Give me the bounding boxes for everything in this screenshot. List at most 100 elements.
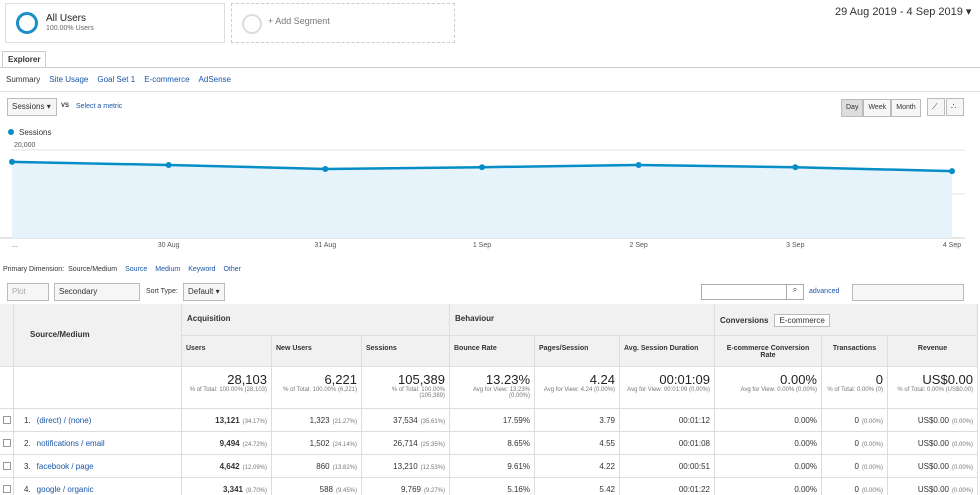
select-metric[interactable]: Select a metric [76, 103, 123, 110]
subtab[interactable]: Goal Set 1 [97, 75, 136, 84]
advanced[interactable]: advanced [809, 288, 840, 295]
column-header: Sessions [362, 336, 450, 367]
segment-name: All Users [46, 13, 87, 24]
cell-value: 0 [854, 485, 859, 494]
metric-select[interactable]: Sessions ▾ [7, 98, 57, 116]
add-segment[interactable]: + Add Segment [231, 3, 455, 43]
column-label[interactable]: New Users [276, 345, 312, 352]
dimension-option[interactable]: Medium [155, 266, 181, 273]
column-header: Revenue [888, 336, 978, 367]
dimension-option[interactable]: Source/Medium [68, 266, 118, 273]
cell-value: 9,769 [400, 485, 421, 494]
date-range[interactable]: 29 Aug 2019 - 4 Sep 2019 ▾ [835, 6, 972, 18]
search-button[interactable]: ⌕ [786, 284, 804, 300]
tab[interactable]: Explorer [2, 51, 47, 67]
subtab[interactable]: AdSense [198, 75, 231, 84]
totals-cell: 13.23% Avg for View: 13.23% (0.00%) [450, 367, 535, 409]
cell-value: 4.55 [599, 439, 615, 448]
cell-percent: (0.00%) [861, 465, 883, 471]
cell-value: 4.22 [599, 462, 615, 471]
group-header: Acquisition [182, 304, 450, 336]
cell-percent: (13.82%) [332, 465, 357, 471]
metric-select-text: Sessions [12, 102, 45, 111]
column-header: Transactions [822, 336, 888, 367]
row-index: 2. [24, 439, 31, 448]
column-label[interactable]: Transactions [832, 345, 877, 352]
tab-rule [0, 67, 980, 68]
cell-value: 13,210 [393, 462, 418, 471]
row-cell: 0.00% [715, 409, 822, 432]
group-header: Conversions E-commerce [715, 304, 978, 336]
sort-type-label: Sort Type: [146, 288, 178, 295]
period-button[interactable]: Day [841, 99, 864, 117]
motion-chart-button[interactable]: ∴ [946, 98, 964, 116]
row-name[interactable]: notifications / email [36, 439, 105, 448]
checkbox-header [0, 304, 14, 367]
line-chart-button[interactable]: ⟋ [927, 98, 945, 116]
column-label[interactable]: Users [186, 345, 206, 352]
subtab[interactable]: Site Usage [49, 75, 89, 84]
cell-value: 13,121 [215, 416, 240, 425]
row-name[interactable]: facebook / page [36, 462, 94, 471]
secondary-dimension[interactable]: Secondary dimension ▾ [54, 283, 140, 312]
x-tick-label: 4 Sep [943, 242, 961, 249]
y-tick-label: 20,000 [14, 142, 36, 149]
row-cell: 13,121 (34.17%) [182, 409, 272, 432]
total-note: % of Total: 0.00% (US$0.00) [897, 387, 973, 393]
totals-check [0, 367, 14, 409]
cell-value: 0.00% [794, 439, 817, 448]
x-tick-label: 30 Aug [158, 242, 180, 249]
cell-percent: (0.00%) [861, 488, 883, 494]
column-label[interactable]: Sessions [366, 345, 397, 352]
view-buttons[interactable] [852, 284, 964, 301]
cell-value: US$0.00 [917, 416, 949, 425]
cell-value: 5.42 [599, 485, 615, 494]
row-cell: 37,534 (35.61%) [362, 409, 450, 432]
column-label[interactable]: E-commerce Conversion Rate [726, 345, 810, 359]
cell-value: 17.59% [502, 416, 530, 425]
add-segment-label: + Add Segment [268, 16, 330, 26]
checkbox[interactable] [3, 439, 11, 447]
cell-percent: (35.61%) [420, 419, 445, 425]
column-label[interactable]: Pages/Session [539, 345, 589, 352]
group-label: Acquisition [187, 314, 231, 323]
dimension-header: Source/Medium [14, 304, 182, 367]
period-button[interactable]: Month [891, 99, 921, 117]
conversion-select[interactable]: E-commerce [774, 314, 830, 327]
column-label[interactable]: Avg. Session Duration [624, 345, 699, 352]
cell-value: US$0.00 [917, 485, 949, 494]
column-label[interactable]: Bounce Rate [454, 345, 497, 352]
row-cell: 1,502 (24.14%) [272, 432, 362, 455]
checkbox[interactable] [3, 485, 11, 493]
cell-percent: (25.35%) [420, 442, 445, 448]
cell-value: 00:01:22 [678, 485, 710, 494]
row-name[interactable]: google / organic [36, 485, 94, 494]
segment-icon [16, 12, 38, 34]
row-dimension: 1. (direct) / (none) [14, 409, 182, 432]
column-label[interactable]: Revenue [917, 345, 948, 352]
cell-value: 00:01:08 [678, 439, 710, 448]
row-name[interactable]: (direct) / (none) [36, 416, 92, 425]
dimension-option[interactable]: Other [223, 266, 241, 273]
dimension-option[interactable]: Keyword [188, 266, 216, 273]
cell-value: 4,642 [219, 462, 240, 471]
total-note: Avg for View: 4.24 (0.00%) [543, 387, 615, 393]
total-note: Avg for View: 13.23% (0.00%) [472, 387, 530, 399]
cell-value: 0.00% [794, 462, 817, 471]
sessions-point [479, 164, 485, 171]
subtab[interactable]: Summary [6, 75, 41, 84]
row-cell: 0.00% [715, 478, 822, 495]
plot-rows[interactable]: Plot Rows [7, 283, 49, 312]
period-button[interactable]: Week [863, 99, 892, 117]
search-box[interactable] [701, 284, 787, 300]
dimension-option[interactable]: Source [125, 266, 148, 273]
cell-percent: (0.00%) [951, 442, 973, 448]
cell-percent: (12.09%) [242, 465, 267, 471]
data-table: Source/Medium Acquisition Behaviour Convers… [0, 304, 980, 495]
vs: VS [61, 103, 70, 109]
checkbox[interactable] [3, 416, 11, 424]
sort-select[interactable]: Default ▾ [183, 283, 225, 301]
subtab[interactable]: E-commerce [144, 75, 190, 84]
segment-card[interactable]: All Users 100.00% Users [5, 3, 225, 43]
checkbox[interactable] [3, 462, 11, 470]
